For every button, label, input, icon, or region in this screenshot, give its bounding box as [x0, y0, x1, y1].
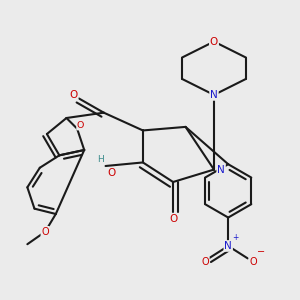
Text: O: O [69, 90, 78, 100]
Text: O: O [201, 257, 209, 267]
Text: H: H [97, 155, 104, 164]
Text: N: N [210, 90, 218, 100]
Text: N: N [224, 241, 232, 251]
Text: O: O [249, 257, 257, 267]
Text: O: O [210, 37, 218, 46]
Text: N: N [217, 165, 225, 175]
Text: O: O [41, 227, 49, 237]
Text: O: O [107, 168, 116, 178]
Text: O: O [77, 121, 84, 130]
Text: O: O [169, 214, 177, 224]
Text: −: − [256, 247, 265, 256]
Text: +: + [232, 233, 239, 242]
